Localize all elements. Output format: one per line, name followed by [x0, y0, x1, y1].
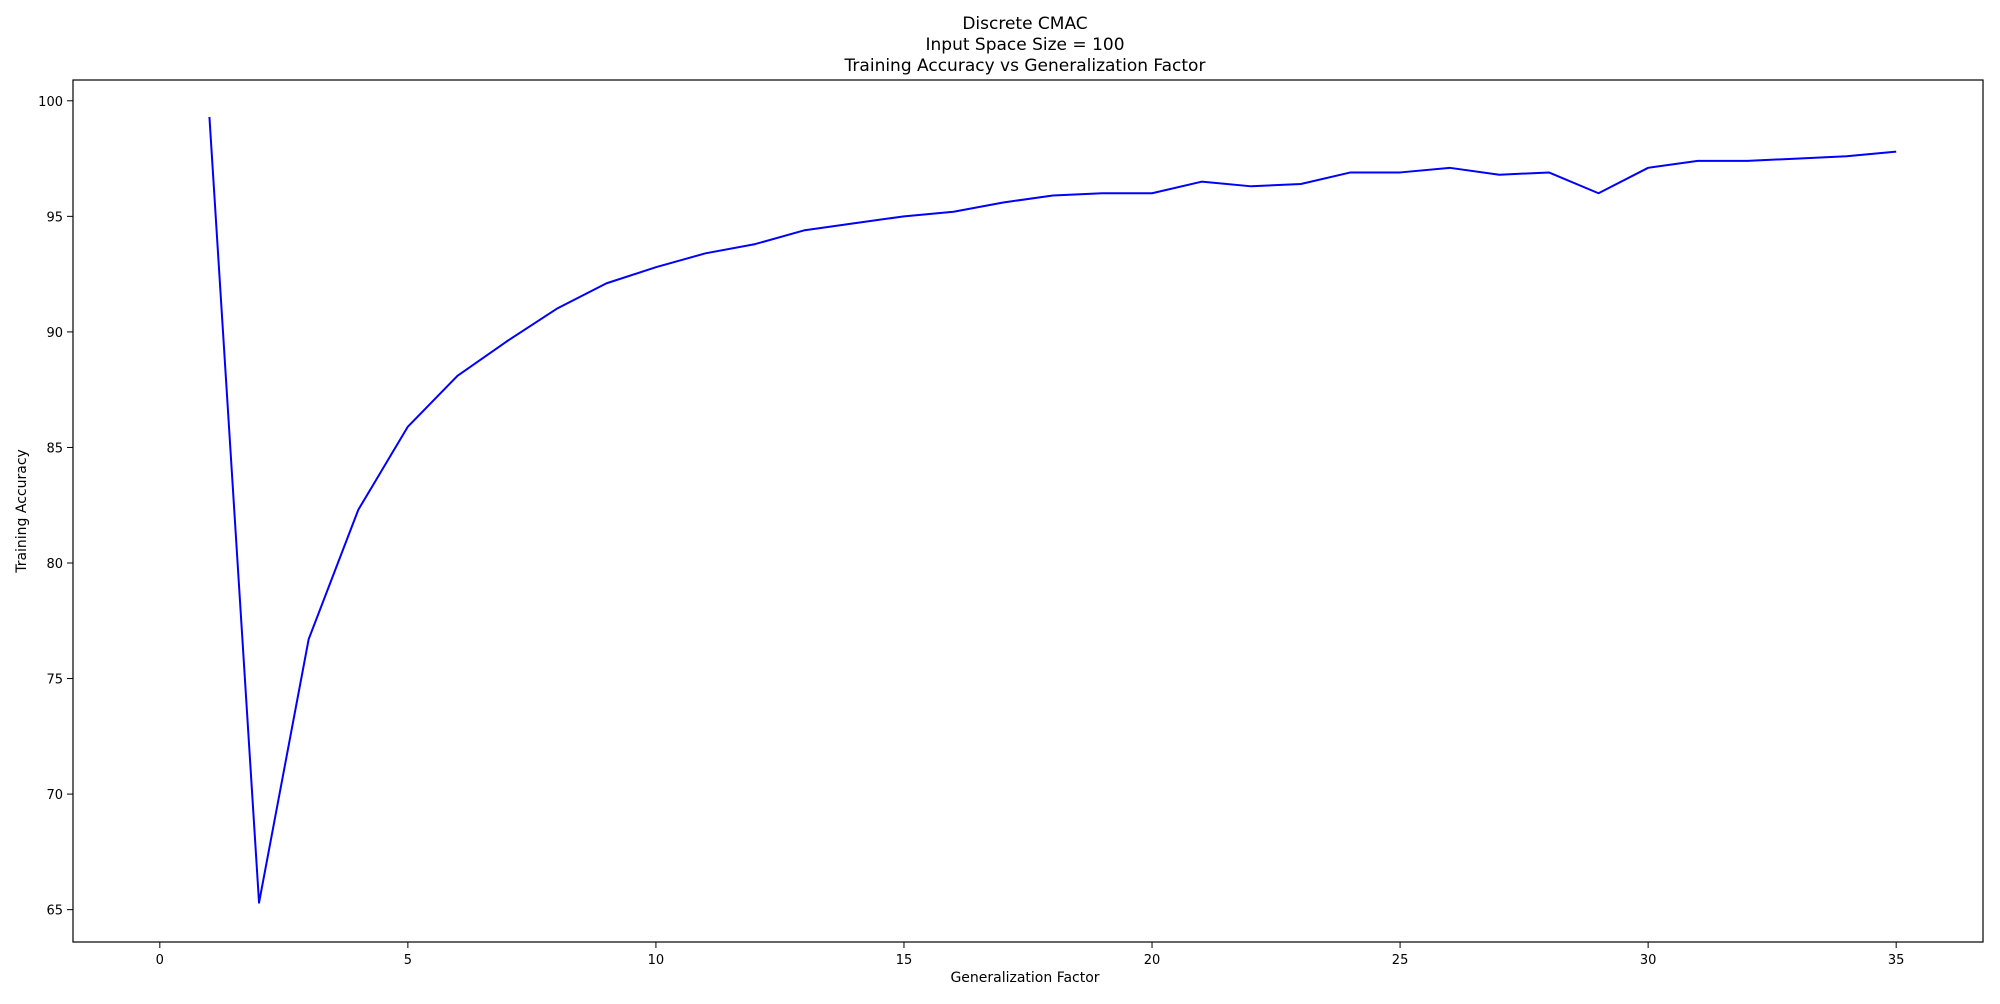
data-point — [208, 116, 210, 118]
data-point — [1895, 151, 1897, 153]
y-tick-label: 95 — [46, 210, 63, 225]
plot-frame — [72, 79, 1984, 943]
data-point — [1548, 171, 1550, 173]
x-tick-label: 10 — [648, 953, 665, 968]
data-point — [1498, 174, 1500, 176]
data-point — [1449, 167, 1451, 169]
y-tick-label: 75 — [46, 673, 63, 688]
data-point — [1300, 183, 1302, 185]
y-tick-label: 80 — [46, 557, 63, 572]
data-point — [456, 375, 458, 377]
x-tick-label: 35 — [1888, 953, 1905, 968]
x-tick-label: 25 — [1392, 953, 1409, 968]
data-point — [1002, 201, 1004, 203]
x-tick-label: 0 — [156, 953, 164, 968]
chart-title-line-3: Training Accuracy vs Generalization Fact… — [844, 56, 1206, 76]
data-point — [953, 211, 955, 213]
data-point — [1746, 160, 1748, 162]
data-point — [1647, 167, 1649, 169]
data-point — [1598, 192, 1600, 194]
y-tick-label: 65 — [46, 904, 63, 919]
data-point — [605, 282, 607, 284]
x-tick-label: 30 — [1640, 953, 1657, 968]
y-tick-label: 100 — [38, 95, 63, 110]
series-line-0 — [208, 116, 1897, 904]
data-point — [556, 308, 558, 310]
y-tick-label: 70 — [46, 788, 63, 803]
data-point — [1349, 171, 1351, 173]
data-point — [407, 426, 409, 428]
data-point — [1796, 158, 1798, 160]
chart-title-line-2: Input Space Size = 100 — [925, 35, 1124, 55]
y-tick-label: 85 — [46, 441, 63, 456]
y-axis-label: Training Accuracy — [14, 449, 30, 574]
data-point — [804, 229, 806, 231]
data-point — [705, 252, 707, 254]
chart-title-line-1: Discrete CMAC — [962, 14, 1087, 34]
data-point — [258, 902, 260, 904]
y-tick-label: 90 — [46, 326, 63, 341]
series-layer — [208, 116, 1897, 904]
data-point — [1201, 181, 1203, 183]
ticks-layer: 0 5 10 15 20 25 30 35 65 70 75 80 85 90 95 100 — [38, 95, 1904, 968]
data-point — [1052, 195, 1054, 197]
data-point — [903, 215, 905, 217]
x-tick-label: 5 — [404, 953, 412, 968]
x-axis-label: Generalization Factor — [950, 970, 1099, 986]
data-point — [308, 638, 310, 640]
data-point — [754, 243, 756, 245]
data-point — [1151, 192, 1153, 194]
data-point — [655, 266, 657, 268]
data-point — [1846, 155, 1848, 157]
data-point — [506, 340, 508, 342]
x-tick-label: 15 — [896, 953, 913, 968]
data-point — [1399, 171, 1401, 173]
data-point — [1250, 185, 1252, 187]
data-point — [853, 222, 855, 224]
data-point — [357, 509, 359, 511]
data-point — [1697, 160, 1699, 162]
data-point — [1101, 192, 1103, 194]
x-tick-label: 20 — [1144, 953, 1161, 968]
